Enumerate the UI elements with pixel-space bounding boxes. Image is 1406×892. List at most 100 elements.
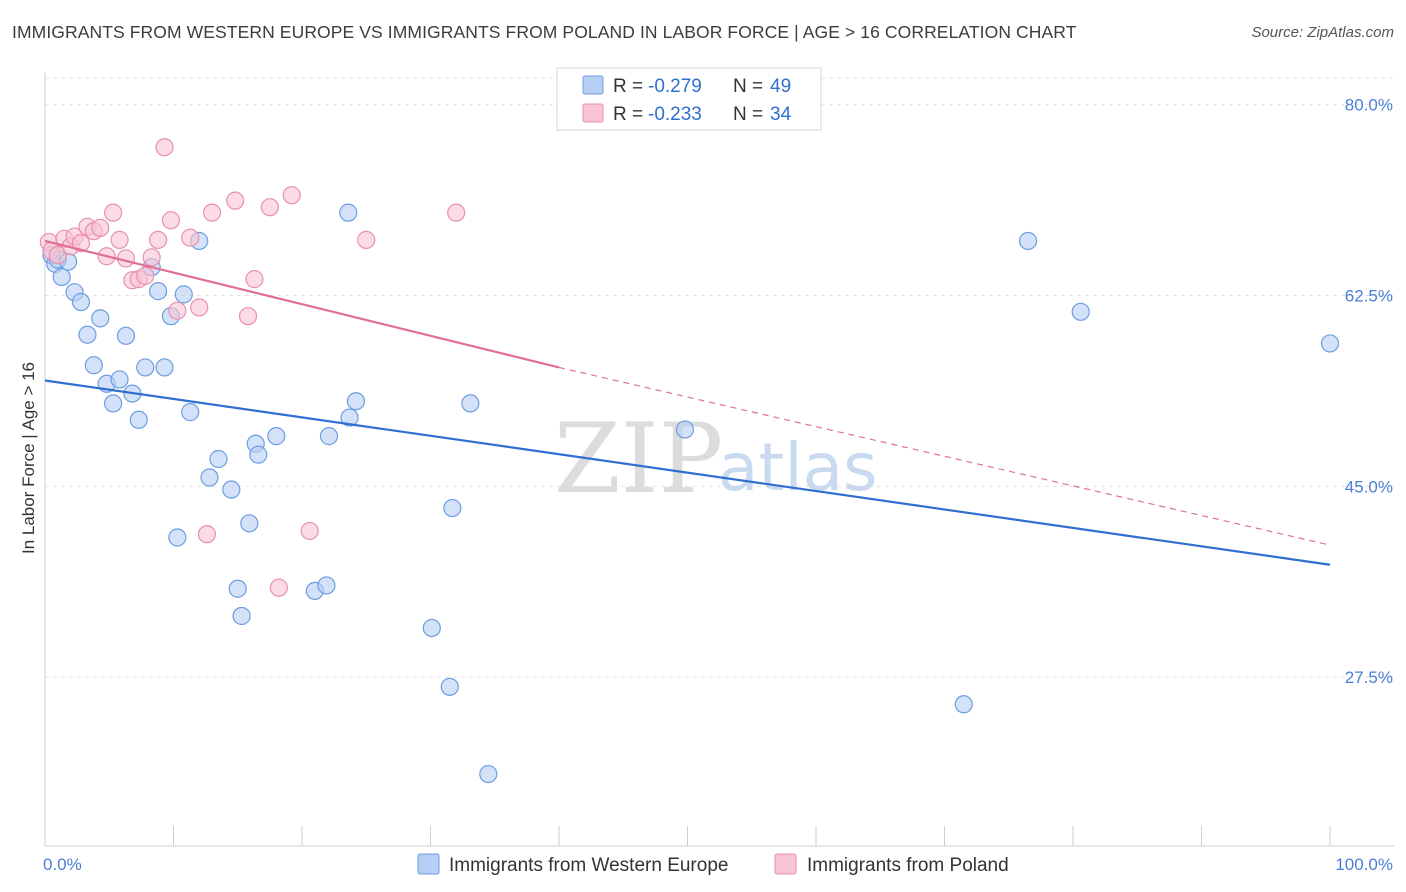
point-western-europe-37 (340, 408, 359, 427)
point-poland-12 (110, 230, 129, 249)
y-axis-label: In Labor Force | Age > 16 (19, 362, 38, 554)
point-western-europe-47 (1018, 231, 1038, 251)
trendlines (44, 239, 1331, 566)
point-poland-17 (142, 248, 161, 267)
point-poland-26 (226, 191, 245, 210)
point-western-europe-36 (319, 427, 339, 446)
point-western-europe-15 (129, 410, 148, 429)
point-western-europe-3 (52, 267, 71, 287)
point-western-europe-22 (174, 285, 193, 304)
legend-swatch-blue (582, 75, 604, 95)
point-poland-22 (181, 228, 200, 247)
legend-swatch-pink (582, 103, 604, 123)
point-western-europe-13 (116, 326, 136, 345)
trendline-western-europe (44, 379, 1331, 566)
y-tick-label-3: 80.0% (1345, 96, 1393, 115)
bottom-legend: Immigrants from Western Europe Immigrant… (417, 853, 1009, 876)
point-poland-31 (282, 186, 301, 205)
watermark: ZIP atlas (554, 403, 878, 515)
point-western-europe-44 (479, 764, 498, 784)
point-western-europe-12 (110, 370, 129, 389)
point-western-europe-23 (181, 403, 200, 422)
watermark-zip: ZIP (554, 403, 723, 515)
bottom-legend-label-blue: Immigrants from Western Europe (449, 855, 728, 876)
point-western-europe-8 (84, 356, 103, 375)
point-western-europe-38 (346, 392, 366, 411)
point-poland-30 (269, 578, 288, 597)
grid-lines (45, 77, 1394, 678)
point-western-europe-35 (317, 576, 336, 595)
legend-r-value-2: -0.233 (648, 104, 702, 125)
point-western-europe-19 (155, 358, 174, 377)
point-western-europe-7 (78, 325, 97, 344)
point-poland-27 (238, 307, 258, 326)
point-western-europe-26 (209, 449, 228, 469)
point-western-europe-9 (91, 309, 110, 328)
point-western-europe-43 (461, 394, 480, 413)
point-poland-34 (447, 203, 466, 222)
point-poland-18 (148, 230, 168, 249)
watermark-atlas: atlas (718, 429, 878, 506)
point-poland-29 (260, 198, 279, 217)
y-tick-label-0: 27.5% (1345, 668, 1393, 687)
point-western-europe-16 (136, 358, 155, 377)
axes (44, 72, 1394, 847)
legend-n-value-2: 34 (770, 104, 792, 125)
point-western-europe-45 (675, 420, 695, 439)
legend: R = -0.279 N = 49 R = -0.233 N = 34 (556, 67, 822, 131)
legend-r-value-1: -0.279 (648, 76, 702, 97)
point-poland-11 (104, 203, 123, 222)
point-western-europe-6 (71, 292, 91, 312)
point-poland-6 (71, 234, 91, 253)
point-poland-2 (48, 246, 67, 265)
point-poland-23 (190, 298, 209, 317)
point-poland-20 (161, 211, 181, 230)
point-western-europe-39 (339, 203, 358, 222)
y-tick-label-1: 45.0% (1345, 477, 1393, 496)
x-tick-marks (44, 826, 1331, 846)
point-poland-16 (136, 266, 155, 285)
x-tick-label-0: 0.0% (43, 855, 82, 874)
point-western-europe-46 (954, 695, 973, 714)
point-western-europe-28 (228, 579, 247, 598)
point-western-europe-30 (240, 514, 259, 533)
point-western-europe-11 (104, 394, 123, 413)
point-poland-9 (91, 218, 110, 237)
trendline-poland (44, 239, 560, 369)
point-western-europe-21 (168, 528, 187, 547)
legend-r-label-2: R = (613, 104, 643, 125)
point-poland-21 (168, 301, 187, 320)
point-western-europe-41 (440, 677, 459, 696)
chart-title: IMMIGRANTS FROM WESTERN EUROPE VS IMMIGR… (12, 22, 1077, 42)
legend-n-value-1: 49 (770, 76, 791, 97)
y-tick-label-2: 62.5% (1345, 286, 1393, 305)
bottom-legend-swatch-pink (774, 853, 797, 875)
point-western-europe-49 (1320, 334, 1340, 353)
point-poland-32 (300, 521, 319, 541)
point-poland-28 (245, 270, 264, 289)
point-poland-25 (202, 203, 222, 222)
y-tick-labels: 27.5% 45.0% 62.5% 80.0% (1345, 96, 1393, 687)
x-tick-label-1: 100.0% (1335, 855, 1393, 874)
point-western-europe-33 (267, 427, 286, 446)
legend-n-label-1: N = (733, 76, 763, 97)
x-tick-labels: 0.0% 100.0% (43, 855, 1393, 874)
point-poland-19 (155, 138, 174, 157)
bottom-legend-label-pink: Immigrants from Poland (807, 855, 1009, 876)
series-poland (39, 138, 466, 597)
point-western-europe-32 (249, 445, 268, 464)
bottom-legend-swatch-blue (417, 853, 440, 875)
point-western-europe-27 (222, 480, 241, 499)
legend-r-label-1: R = (613, 76, 643, 97)
source-label: Source: ZipAtlas.com (1251, 24, 1394, 41)
legend-n-label-2: N = (733, 104, 763, 125)
point-western-europe-40 (422, 618, 441, 638)
point-western-europe-18 (148, 282, 168, 301)
point-western-europe-25 (200, 468, 219, 487)
point-western-europe-48 (1071, 302, 1090, 321)
point-western-europe-42 (443, 498, 462, 518)
point-western-europe-29 (232, 606, 251, 626)
point-poland-33 (357, 230, 376, 249)
point-poland-24 (197, 525, 217, 544)
